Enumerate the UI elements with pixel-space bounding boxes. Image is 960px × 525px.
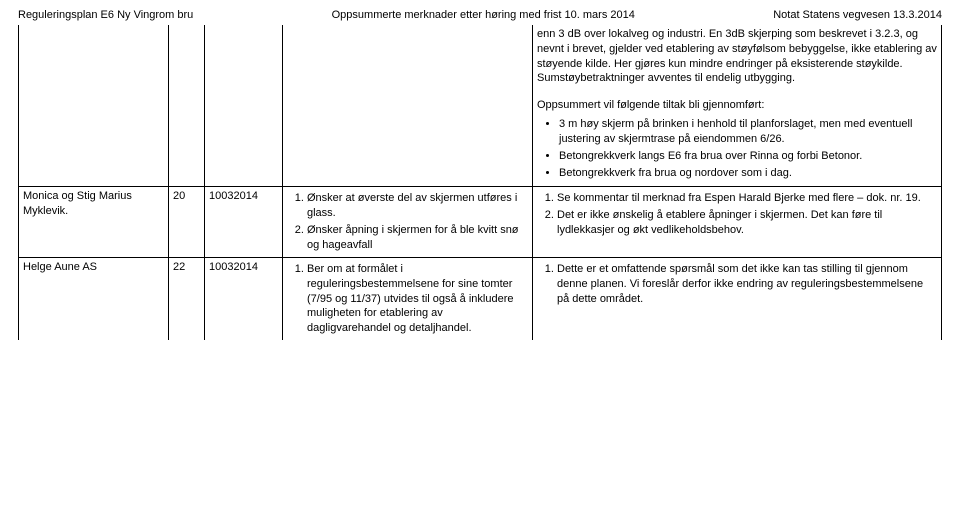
cell-dato: 10032014 [205,187,283,257]
list-item: Betongrekkverk langs E6 fra brua over Ri… [559,149,937,164]
cell-dato: 10032014 [205,257,283,340]
numbered-list: Ønsker at øverste del av skjermen utføre… [287,191,528,252]
list-item: Se kommentar til merknad fra Espen Haral… [557,191,937,206]
header-center: Oppsummerte merknader etter høring med f… [193,8,773,23]
bullet-list: 3 m høy skjerm på brinken i henhold til … [537,117,937,180]
cell-sender: Monica og Stig Marius Myklevik. [19,187,169,257]
cell-sender [19,25,169,187]
cell-kommentar: Dette er et omfattende spørsmål som det … [533,257,942,340]
cell-kommentar: enn 3 dB over lokalveg og industri. En 3… [533,25,942,187]
list-item: Betongrekkverk fra brua og nordover som … [559,166,937,181]
list-item: Dette er et omfattende spørsmål som det … [557,262,937,307]
cell-sender: Helge Aune AS [19,257,169,340]
cell-nr [169,25,205,187]
header-left: Reguleringsplan E6 Ny Vingrom bru [18,8,193,23]
numbered-list: Ber om at formålet i reguleringsbestemme… [287,262,528,336]
cell-merknad [283,25,533,187]
list-item: Det er ikke ønskelig å etablere åpninger… [557,208,937,238]
numbered-list: Dette er et omfattende spørsmål som det … [537,262,937,307]
header-right: Notat Statens vegvesen 13.3.2014 [773,8,942,23]
page-header: Reguleringsplan E6 Ny Vingrom bru Oppsum… [18,8,942,23]
cell-nr: 22 [169,257,205,340]
cell-merknad: Ber om at formålet i reguleringsbestemme… [283,257,533,340]
cell-dato [205,25,283,187]
merknad-table: enn 3 dB over lokalveg og industri. En 3… [18,25,942,340]
list-item: Ønsker åpning i skjermen for å ble kvitt… [307,223,528,253]
cell-kommentar: Se kommentar til merknad fra Espen Haral… [533,187,942,257]
list-item: Ønsker at øverste del av skjermen utføre… [307,191,528,221]
table-row: enn 3 dB over lokalveg og industri. En 3… [19,25,942,187]
list-item: Ber om at formålet i reguleringsbestemme… [307,262,528,336]
cell-merknad: Ønsker at øverste del av skjermen utføre… [283,187,533,257]
paragraph: Oppsummert vil følgende tiltak bli gjenn… [537,98,937,113]
paragraph: enn 3 dB over lokalveg og industri. En 3… [537,27,937,86]
table-row: Monica og Stig Marius Myklevik. 20 10032… [19,187,942,257]
table-row: Helge Aune AS 22 10032014 Ber om at form… [19,257,942,340]
cell-nr: 20 [169,187,205,257]
list-item: 3 m høy skjerm på brinken i henhold til … [559,117,937,147]
numbered-list: Se kommentar til merknad fra Espen Haral… [537,191,937,238]
